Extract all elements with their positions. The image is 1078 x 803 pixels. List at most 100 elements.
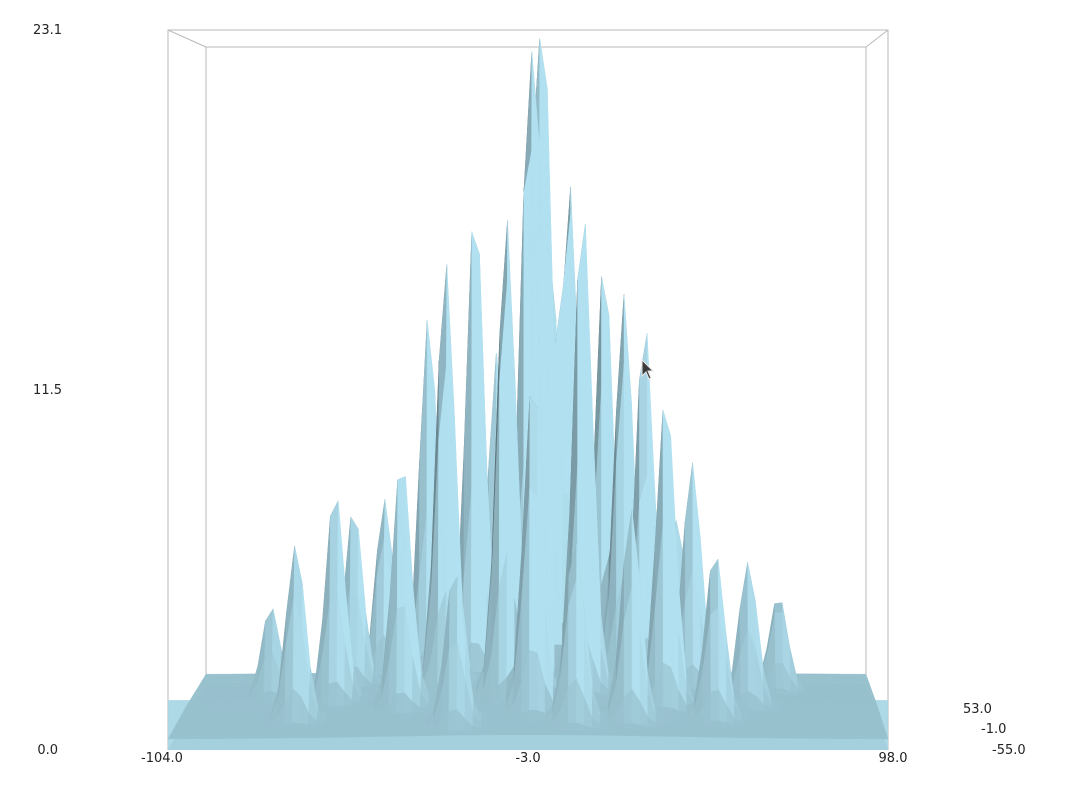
surface-facet <box>704 732 712 735</box>
surface-facet <box>249 734 258 736</box>
surface-facet <box>220 674 228 676</box>
surface-facet <box>325 716 334 719</box>
surface-facet <box>490 704 498 710</box>
surface-facet <box>251 730 260 732</box>
surface-facet <box>799 732 807 734</box>
surface-facet <box>397 606 405 693</box>
surface-facet <box>873 717 881 719</box>
surface-facet <box>314 731 323 734</box>
surface-facet <box>711 690 719 721</box>
surface-facet <box>242 732 251 734</box>
surface-facet <box>402 721 410 725</box>
surface-facet <box>350 517 358 596</box>
surface-facet <box>710 559 718 615</box>
surface-facet <box>806 728 814 730</box>
surface-facet <box>513 721 521 725</box>
surface-facet <box>868 725 877 727</box>
surface-facet <box>313 733 322 736</box>
surface-facet <box>876 727 885 729</box>
surface-facet <box>176 723 185 725</box>
surface-facet <box>712 732 720 735</box>
surface-facet <box>876 725 885 727</box>
surface-facet <box>648 733 656 736</box>
surface-facet <box>872 713 880 715</box>
surface-facet <box>497 725 505 729</box>
surface-facet <box>862 733 871 735</box>
surface-facet <box>536 725 544 729</box>
surface-facet <box>568 723 576 732</box>
surface-facet <box>298 728 307 731</box>
surface-facet <box>226 732 235 734</box>
surface-facet <box>384 734 393 737</box>
surface-facet <box>790 725 798 728</box>
surface-facet <box>291 723 300 729</box>
surface-facet <box>347 724 356 727</box>
surface-facet <box>680 726 688 729</box>
surface-facet <box>688 734 696 737</box>
surface-facet <box>775 664 783 690</box>
surface-facet <box>874 719 883 721</box>
surface-facet <box>204 729 213 731</box>
surface-facet <box>696 732 704 735</box>
surface-facet <box>848 737 857 739</box>
surface-facet <box>663 663 671 708</box>
surface-facet <box>696 735 704 738</box>
surface-facet <box>784 736 792 738</box>
surface-facet <box>815 674 823 676</box>
surface-facet <box>861 682 869 684</box>
surface-facet <box>766 727 774 730</box>
surface-facet <box>209 735 218 737</box>
surface-facet <box>744 735 752 737</box>
surface-facet <box>396 693 404 714</box>
surface-facet <box>719 730 727 733</box>
surface-facet <box>328 682 337 707</box>
surface-facet <box>202 733 211 735</box>
surface-facet <box>608 729 616 732</box>
surface-facet <box>735 731 743 734</box>
surface-facet <box>520 732 528 735</box>
y-tick-back: 53.0 <box>963 703 992 717</box>
surface-facet <box>536 728 544 731</box>
surface-facet <box>695 722 703 726</box>
surface-facet <box>528 732 536 735</box>
surface-facet <box>337 732 346 735</box>
surface-facet <box>456 731 464 736</box>
x-tick-min: -104.0 <box>141 752 183 766</box>
surface-facet <box>775 732 783 734</box>
surface-facet <box>200 682 209 684</box>
surface-facet <box>866 719 875 721</box>
surface-facet <box>489 721 497 725</box>
surface-facet <box>370 726 379 729</box>
surface-facet <box>178 733 187 735</box>
surface-facet <box>403 717 412 721</box>
surface-facet <box>679 711 687 716</box>
surface-facet <box>416 733 425 736</box>
surface-facet <box>345 732 354 735</box>
surface-facet <box>664 728 672 731</box>
surface-facet <box>296 736 305 738</box>
surface-facet <box>205 727 214 729</box>
surface-facet <box>480 732 488 735</box>
surface-facet <box>180 715 189 717</box>
surface-facet <box>664 721 672 725</box>
surface-facet <box>395 718 404 722</box>
surface-facet <box>322 730 331 733</box>
surface-facet <box>867 721 876 723</box>
surface-facet <box>863 737 872 739</box>
surface-facet <box>273 734 282 736</box>
surface-facet <box>875 723 884 725</box>
surface-facet <box>424 733 433 736</box>
surface-facet <box>272 736 281 738</box>
surface-facet <box>260 727 269 730</box>
surface-facet <box>719 727 727 730</box>
surface-facet <box>846 733 855 735</box>
surface-facet <box>720 735 728 738</box>
surface-facet <box>775 734 783 736</box>
surface-facet <box>177 735 186 737</box>
surface-facet <box>352 735 361 738</box>
surface-facet <box>829 726 838 728</box>
surface-facet <box>227 730 236 732</box>
surface-facet <box>830 730 838 732</box>
surface-facet <box>266 732 275 734</box>
